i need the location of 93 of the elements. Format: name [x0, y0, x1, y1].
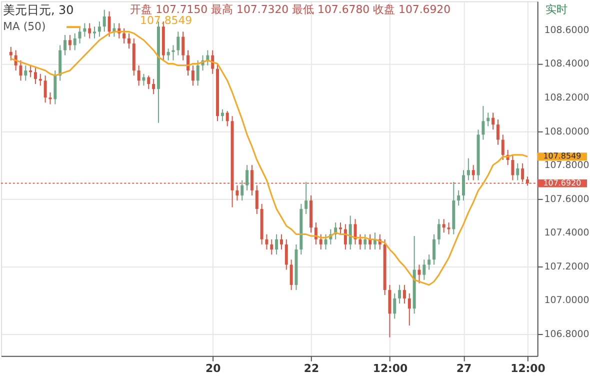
candlestick — [73, 32, 76, 51]
candlestick — [142, 73, 146, 86]
y-tick-label: 107.8000 — [544, 160, 590, 172]
candlestick — [501, 134, 504, 160]
candlestick — [24, 64, 28, 82]
y-tick-label: 108.2000 — [544, 92, 590, 104]
candlestick — [319, 234, 322, 250]
candlestick — [472, 164, 475, 181]
candlestick — [172, 44, 175, 61]
text: 107.8549 — [543, 152, 582, 161]
x-tick-label: 12:00 — [372, 362, 408, 376]
annotation: 107.8549 — [140, 14, 192, 28]
candlestick — [354, 218, 357, 245]
candlestick — [496, 118, 500, 146]
candlestick — [393, 292, 396, 320]
text: 实时 — [545, 3, 568, 16]
candlestick — [240, 180, 244, 202]
candlestick — [432, 234, 436, 266]
y-tick-label: 107.0000 — [544, 295, 590, 306]
candlestick — [220, 108, 224, 122]
candlestick — [88, 22, 92, 39]
y-tick-label: 106.8000 — [544, 328, 590, 340]
candlestick — [226, 110, 229, 127]
candlestick — [364, 234, 367, 250]
candlestick — [398, 284, 402, 304]
candlestick — [48, 92, 52, 105]
candlestick — [147, 75, 150, 90]
candlestick — [122, 28, 126, 44]
candlestick — [402, 284, 406, 304]
candlestick — [176, 31, 180, 56]
candlestick — [516, 162, 520, 181]
y-tick-label: 108.6000 — [544, 24, 590, 36]
y-tick-label: 107.6000 — [544, 194, 590, 205]
candlestick — [137, 64, 140, 86]
x-tick-label: 20 — [206, 362, 222, 376]
candlestick — [482, 105, 485, 140]
candlestick — [304, 181, 308, 215]
chart-subtitle: 开盘 107.7150 最高 107.7320 最低 107.6780 收盘 107.6920 — [130, 3, 451, 16]
candlestick — [492, 112, 495, 130]
candlestick — [34, 66, 37, 84]
candlestick — [98, 21, 101, 38]
y-tick-label: 107.4000 — [544, 228, 590, 239]
chart-title: 美元日元, 30 — [2, 3, 74, 18]
candlestick — [246, 164, 249, 191]
candlestick — [127, 32, 130, 50]
candlestick — [418, 264, 421, 284]
candlestick — [166, 48, 170, 61]
candlestick — [408, 292, 411, 326]
candlestick — [68, 34, 72, 51]
candlestick — [422, 259, 426, 280]
candlestick — [388, 284, 392, 338]
candlestick — [511, 154, 514, 181]
x-tick-label: 12:00 — [510, 362, 546, 376]
candlestick — [38, 73, 42, 86]
candlestick — [344, 224, 347, 250]
candlestick — [368, 234, 372, 250]
candlestick — [83, 22, 86, 38]
candlestick — [102, 9, 106, 32]
candlestick — [19, 60, 22, 82]
candlestick — [428, 254, 431, 270]
candlestick — [182, 31, 185, 61]
candlestick — [93, 26, 96, 39]
candlestick — [290, 259, 293, 291]
candlestick — [457, 190, 460, 206]
candlestick — [462, 170, 465, 202]
candlestick — [466, 158, 470, 181]
candlestick — [358, 234, 362, 250]
candlestick — [196, 60, 200, 86]
candlestick — [29, 64, 32, 78]
y-tick-label: 107.2000 — [544, 261, 590, 272]
candlestick — [339, 222, 342, 235]
x-tick-label: 27 — [456, 362, 472, 376]
candlestick — [486, 112, 490, 127]
candlestick — [284, 238, 288, 270]
legend-label: MA (50) — [2, 20, 46, 34]
y-tick-label: 108.0000 — [544, 126, 590, 138]
y-tick-label: 108.4000 — [544, 58, 590, 70]
candlestick — [191, 64, 194, 86]
candlestick — [9, 46, 12, 61]
candlestick — [437, 218, 440, 245]
candlestick — [152, 78, 156, 95]
candlestick — [442, 218, 446, 234]
candlestick — [108, 10, 111, 38]
candlestick — [54, 70, 57, 105]
candlestick — [64, 34, 66, 56]
candlestick — [265, 234, 268, 250]
candlestick — [275, 234, 278, 256]
candlestick — [44, 75, 47, 104]
candlestick — [280, 234, 283, 250]
candlestick — [270, 238, 274, 256]
candlestick — [348, 215, 352, 250]
x-tick-label: 22 — [304, 362, 320, 376]
ref-line-label: 107.6920 — [543, 178, 582, 188]
